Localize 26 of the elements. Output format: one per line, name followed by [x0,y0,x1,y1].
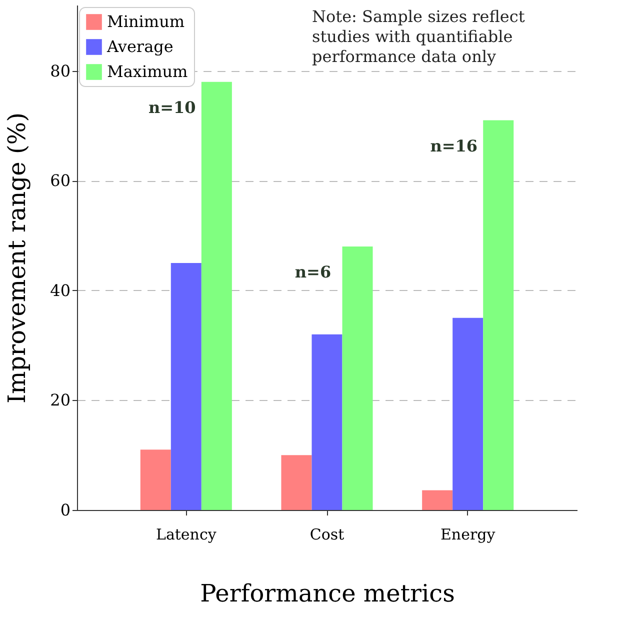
y-tick-label: 60 [50,171,70,190]
x-axis-title: Performance metrics [200,580,455,608]
bar [140,450,171,510]
legend-label: Average [106,37,174,56]
bar [452,318,484,510]
legend-label: Minimum [107,12,185,31]
y-tick-label: 80 [50,61,70,80]
y-axis-title: Improvement range (%) [3,112,32,404]
annotation: n=10 [148,98,196,117]
bar [201,82,232,510]
y-tick-label: 20 [50,390,70,410]
x-tick-label: Latency [156,526,217,544]
bar [483,120,514,510]
bar [342,246,373,510]
bar [422,490,453,510]
annotation: n=16 [430,136,478,156]
annotation: n=6 [294,262,332,282]
bar [312,334,342,510]
bar [281,455,312,510]
y-tick-label: 40 [50,280,70,300]
x-tick-label: Cost [310,526,344,544]
x-tick-label: Energy [440,526,496,544]
bar [170,262,202,510]
y-tick-label: 0 [60,500,70,520]
annotation: Note: Sample sizes reflect studies with quantifiable performance data only [312,7,526,66]
legend-label: Maximum [107,62,188,81]
